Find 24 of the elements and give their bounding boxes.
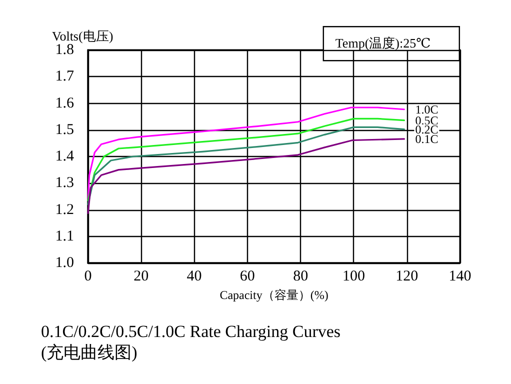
y-tick-label: 1.0: [55, 255, 74, 271]
y-tick-label: 1.6: [55, 95, 74, 112]
annotation: Temp(温度):25℃: [335, 36, 431, 51]
series-label: 1.0C: [415, 102, 438, 116]
x-tick-label: 0: [84, 268, 92, 284]
x-tick-label: 40: [186, 268, 202, 284]
text: (充电曲线图): [41, 343, 138, 362]
y-tick-label: 1.8: [55, 42, 74, 58]
text: 0.1C/0.2C/0.5C/1.0C Rate Charging Curves: [41, 322, 341, 341]
y-tick-label: 1.5: [55, 122, 74, 138]
x-tick-label: 20: [134, 268, 149, 284]
x-tick-label: 120: [396, 268, 418, 284]
y-tick-label: 1.7: [55, 68, 74, 85]
y-tick-label: 1.2: [55, 202, 74, 218]
y-axis-title: Volts(电压): [52, 28, 114, 44]
x-tick-label: 140: [448, 268, 472, 284]
x-axis-title: Capacity（容量）(%): [220, 288, 328, 302]
x-tick-label: 60: [240, 268, 255, 284]
y-tick-label: 1.1: [55, 228, 74, 244]
x-tick-label: 80: [293, 268, 308, 284]
x-tick-label: 100: [342, 268, 365, 284]
y-tick-label: 1.4: [55, 148, 74, 164]
y-tick-label: 1.3: [55, 175, 74, 192]
line-series: [87, 138, 405, 214]
